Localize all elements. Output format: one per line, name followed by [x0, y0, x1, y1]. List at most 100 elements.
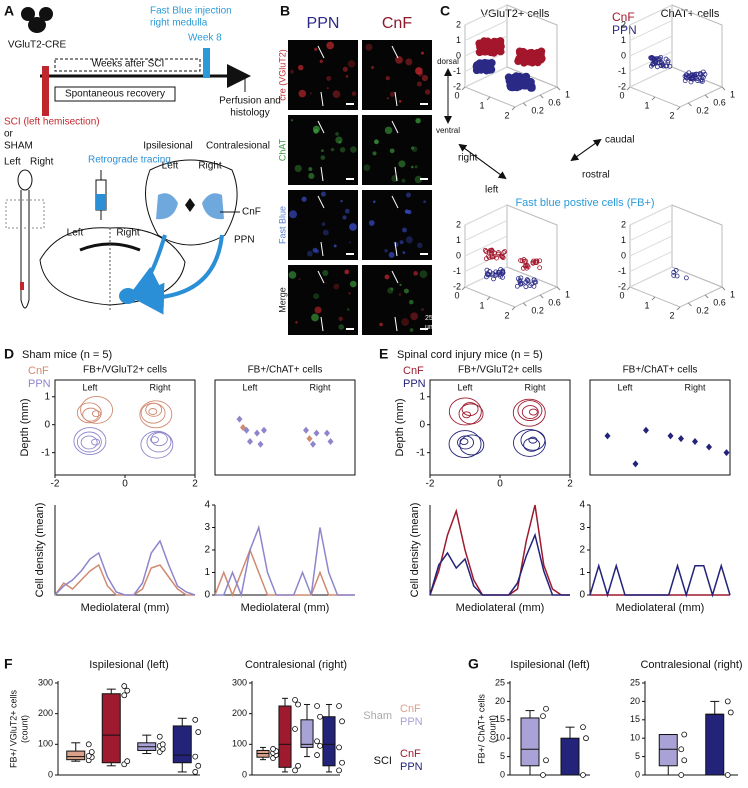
- grid-line: [629, 4, 673, 26]
- x-tick-label: 0: [497, 479, 503, 490]
- data-point: [124, 758, 131, 765]
- panel-letter: E: [379, 346, 388, 362]
- data-point: [270, 746, 276, 752]
- cell-point: [667, 63, 673, 69]
- x-tick-label: -2: [426, 479, 435, 490]
- cell-signal: [405, 236, 413, 244]
- contour: [80, 395, 114, 424]
- plot-title: ChAT+ cells: [661, 8, 720, 20]
- contralesional: Contralesional: [206, 141, 270, 152]
- cell-point: [523, 284, 529, 290]
- pointer-arrow: [320, 316, 324, 332]
- cell-signal: [414, 165, 418, 169]
- projection-arrow: [132, 234, 224, 315]
- pointer-arrow: [320, 166, 324, 182]
- tick-mark: [688, 102, 692, 107]
- contour: [91, 438, 101, 446]
- micrograph: [362, 40, 432, 110]
- cell-point: [500, 255, 506, 261]
- x-tick-label: 0: [122, 479, 128, 490]
- cell-point: [515, 47, 524, 56]
- weeks-label: Weeks after SCI: [92, 59, 165, 70]
- side-label: Left: [162, 161, 179, 172]
- cell-marker: [667, 432, 674, 440]
- cell-marker: [692, 437, 698, 445]
- direction-label: dorsal: [437, 57, 459, 66]
- panel-letter: F: [4, 656, 13, 672]
- cell-point: [657, 56, 663, 62]
- injection-text: Fast Blue injection: [150, 6, 232, 17]
- data-point: [295, 701, 301, 708]
- data-point: [314, 752, 320, 758]
- direction-label: right: [458, 153, 478, 164]
- cube-wall: [506, 204, 558, 288]
- cell-marker: [604, 432, 611, 440]
- cell-signal: [326, 87, 329, 90]
- legend-label: CnF: [28, 365, 49, 377]
- axis-label: FB+/ VGluT2+ cells: [8, 689, 18, 768]
- pointer-arrow: [391, 195, 399, 209]
- cell-marker: [257, 440, 264, 448]
- panel-letter: G: [468, 656, 479, 672]
- tick-mark: [539, 294, 544, 299]
- z-tick-label: 1: [456, 235, 461, 245]
- cell-signal: [373, 139, 379, 145]
- cell-signal: [398, 293, 402, 296]
- side-label: Left: [4, 157, 21, 168]
- pointer-arrow: [317, 45, 325, 59]
- cell-signal: [330, 147, 335, 152]
- x-tick-label: 1: [479, 300, 484, 310]
- sci-mark: [42, 66, 49, 116]
- data-point: [317, 713, 323, 720]
- y-tick-label: 0: [419, 419, 425, 430]
- cell-point: [688, 79, 694, 85]
- cell-signal: [320, 155, 326, 160]
- cell-point: [514, 283, 520, 289]
- cell-point: [489, 254, 495, 260]
- direction-label: rostral: [582, 170, 610, 181]
- data-point: [724, 772, 731, 778]
- y-tick-label: 100: [38, 739, 53, 749]
- ppn-label: PPN: [234, 235, 255, 246]
- cell-marker: [324, 429, 330, 437]
- axis-label: (count): [487, 715, 497, 743]
- side-label: Right: [684, 382, 706, 392]
- pointer-arrow: [317, 195, 325, 209]
- grid-line: [464, 204, 508, 226]
- cell-signal: [415, 67, 423, 75]
- data-point: [583, 735, 589, 742]
- column-label: CnF: [382, 15, 412, 32]
- x-tick-label: 2: [567, 479, 573, 490]
- cell-signal: [322, 269, 329, 277]
- tick-mark: [539, 94, 544, 99]
- y-tick-label: 1: [204, 567, 210, 578]
- z-tick-label: 1: [621, 35, 626, 45]
- cell-point: [486, 253, 491, 259]
- cell-signal: [423, 200, 427, 204]
- pointer-arrow: [317, 120, 325, 134]
- tick-mark: [486, 96, 491, 101]
- cell-signal: [384, 126, 393, 135]
- contour: [73, 427, 107, 456]
- cell-point: [664, 63, 670, 69]
- direction-label: left: [485, 185, 499, 196]
- grid-line: [629, 51, 673, 72]
- pointer-arrow: [394, 91, 398, 107]
- cell-signal: [347, 60, 356, 68]
- cell-point: [489, 248, 495, 254]
- cell-signal: [314, 249, 320, 254]
- cell-signal: [417, 242, 423, 249]
- cell-point: [686, 75, 692, 80]
- axis-line: [54, 505, 195, 596]
- grid-line: [464, 66, 508, 88]
- row-label: ChAT: [277, 138, 287, 161]
- cell-point: [698, 72, 704, 78]
- tick-mark: [676, 306, 681, 311]
- side-label: Left: [242, 382, 258, 392]
- legend-label: PPN: [403, 378, 426, 390]
- x-tick-label: 0: [454, 90, 459, 100]
- data-point: [681, 731, 688, 738]
- grid-line: [629, 251, 673, 272]
- box: [322, 716, 336, 767]
